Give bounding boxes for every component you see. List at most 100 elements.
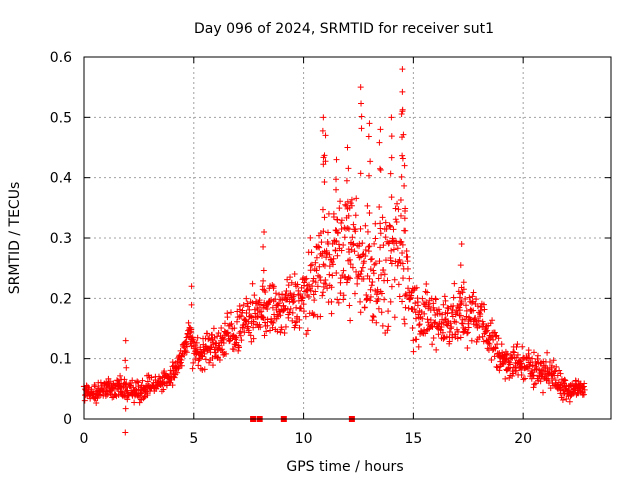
data-point	[449, 306, 456, 313]
data-point	[322, 281, 329, 288]
data-point	[310, 312, 317, 319]
data-point	[292, 322, 299, 329]
data-point	[144, 378, 151, 385]
data-point	[388, 247, 395, 254]
data-point	[341, 234, 348, 241]
data-point	[473, 338, 480, 345]
data-point	[248, 314, 255, 321]
y-tick-label: 0.1	[50, 352, 72, 368]
data-point	[163, 382, 170, 389]
data-point	[259, 314, 266, 321]
data-point	[216, 342, 223, 349]
data-point	[397, 197, 404, 204]
data-point	[499, 360, 506, 367]
data-point	[387, 257, 394, 264]
data-point	[473, 296, 480, 303]
data-point	[240, 301, 247, 308]
data-point	[488, 356, 495, 363]
data-point	[139, 377, 146, 384]
data-point	[402, 227, 409, 234]
data-point	[580, 391, 587, 398]
data-point	[462, 296, 469, 303]
data-point	[307, 262, 314, 269]
data-point	[216, 356, 223, 363]
data-point	[453, 319, 460, 326]
data-point	[211, 334, 218, 341]
data-point	[477, 307, 484, 314]
data-point	[472, 321, 479, 328]
data-point	[230, 346, 237, 353]
data-point	[548, 362, 555, 369]
data-point	[309, 283, 316, 290]
data-point	[548, 375, 555, 382]
data-point	[446, 338, 453, 345]
data-point	[137, 390, 144, 397]
data-point	[278, 326, 285, 333]
data-point	[227, 309, 234, 316]
data-point	[131, 399, 138, 406]
data-point	[555, 379, 562, 386]
data-point	[388, 133, 395, 140]
data-point	[202, 356, 209, 363]
data-point	[368, 255, 375, 262]
data-point	[107, 378, 114, 385]
data-point	[399, 134, 406, 141]
data-point	[377, 166, 384, 173]
data-point	[404, 265, 411, 272]
data-point	[129, 377, 136, 384]
data-point	[376, 258, 383, 265]
data-point	[326, 271, 333, 278]
data-point	[94, 395, 101, 402]
data-point	[549, 379, 556, 386]
data-point	[237, 328, 244, 335]
data-point	[319, 127, 326, 134]
data-point	[379, 214, 386, 221]
data-point	[484, 327, 491, 334]
data-point	[243, 309, 250, 316]
data-point	[505, 358, 512, 365]
data-point	[513, 344, 520, 351]
data-point	[251, 292, 258, 299]
data-point	[399, 250, 406, 257]
data-point	[218, 324, 225, 331]
data-point	[394, 200, 401, 207]
data-point	[552, 368, 559, 375]
data-point	[440, 301, 447, 308]
y-tick-label: 0.5	[50, 110, 72, 126]
data-point	[326, 251, 333, 258]
data-point	[243, 295, 250, 302]
data-point	[400, 131, 407, 138]
data-point	[364, 228, 371, 235]
data-point	[343, 202, 350, 209]
tick-layer	[83, 56, 611, 420]
data-point	[317, 313, 324, 320]
data-point	[297, 290, 304, 297]
data-point	[462, 326, 469, 333]
data-point	[181, 351, 188, 358]
data-point	[457, 334, 464, 341]
data-point	[264, 305, 271, 312]
data-point	[303, 331, 310, 338]
data-point	[435, 306, 442, 313]
data-point	[558, 394, 565, 401]
data-point	[342, 201, 349, 208]
data-point	[544, 349, 551, 356]
data-point	[378, 309, 385, 316]
data-point	[314, 283, 321, 290]
data-point	[343, 177, 350, 184]
data-point	[260, 243, 267, 250]
data-point	[464, 329, 471, 336]
data-point	[388, 260, 395, 267]
data-point	[432, 319, 439, 326]
data-point	[239, 307, 246, 314]
data-point	[171, 374, 178, 381]
data-point	[367, 297, 374, 304]
data-point	[419, 295, 426, 302]
data-point	[264, 322, 271, 329]
data-point	[249, 299, 256, 306]
data-point	[308, 261, 315, 268]
data-point	[357, 170, 364, 177]
data-point	[410, 348, 417, 355]
data-point	[364, 202, 371, 209]
data-point	[430, 300, 437, 307]
